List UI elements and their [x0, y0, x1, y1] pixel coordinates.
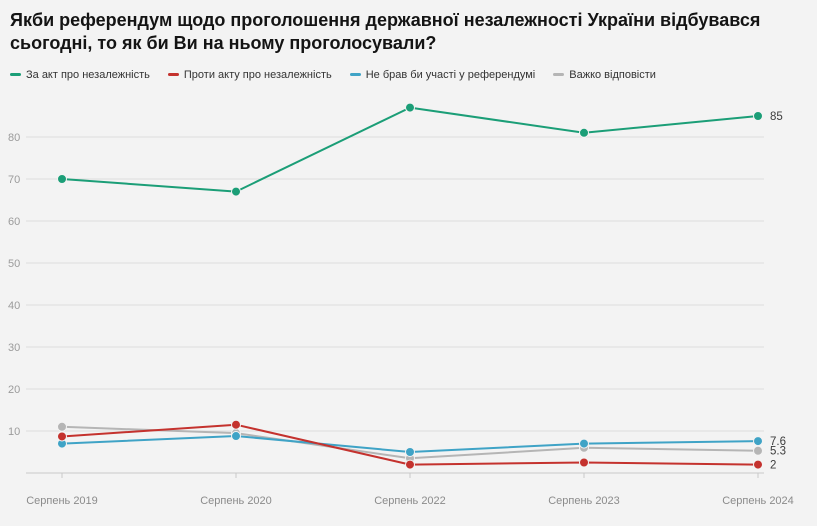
chart-title: Якби референдум щодо проголошення держав…: [10, 10, 761, 54]
y-tick-label: 30: [8, 342, 20, 354]
legend-label: Важко відповісти: [569, 68, 656, 81]
data-point: [231, 186, 241, 197]
data-point: [57, 173, 67, 184]
legend-swatch: [553, 73, 565, 77]
legend-swatch: [10, 73, 21, 77]
legend-swatch: [349, 73, 361, 77]
end-label: 5.3: [770, 446, 786, 458]
y-tick-label: 50: [8, 258, 20, 270]
legend-item: За акт про незалежність: [10, 69, 150, 81]
y-tick-label: 20: [8, 384, 20, 396]
x-tick-label: Серпень 2022: [374, 495, 446, 507]
end-label: 2: [770, 459, 776, 471]
y-tick-label: 80: [8, 132, 20, 144]
legend-swatch: [167, 73, 179, 77]
line-chart: 10 20 30 40 50 60 70 80 Серпень 2019 Серпень 2020…: [8, 102, 794, 507]
data-point: [753, 435, 763, 446]
data-point: [753, 445, 763, 456]
chart-legend: За акт про незалежність Проти акту про не…: [0, 56, 817, 81]
legend-item: Не брав би участі у референдумі: [349, 68, 536, 81]
data-point: [231, 430, 241, 441]
data-point: [405, 459, 415, 470]
y-tick-label: 70: [8, 174, 20, 186]
data-point: [579, 127, 589, 138]
end-label: 7.6: [770, 436, 786, 448]
legend-label: Проти акту про незалежність: [183, 68, 332, 81]
legend-item: Важко відповісти: [553, 69, 656, 81]
x-tick-label: Серпень 2023: [548, 495, 620, 507]
x-tick-label: Серпень 2024: [722, 495, 794, 507]
x-tick-label: Серпень 2020: [200, 495, 272, 507]
data-point: [753, 459, 763, 470]
data-point: [57, 431, 67, 442]
data-point: [579, 457, 589, 468]
data-point: [753, 110, 763, 121]
legend-label: За акт про незалежність: [26, 68, 150, 81]
data-point: [579, 438, 589, 449]
data-point: [57, 421, 67, 432]
legend-label: Не брав би участі у референдумі: [365, 68, 536, 81]
data-point: [231, 419, 241, 430]
data-point: [405, 446, 415, 457]
data-point: [405, 102, 415, 113]
y-tick-label: 60: [8, 216, 20, 228]
y-tick-label: 10: [8, 426, 20, 438]
x-tick-label: Серпень 2019: [26, 495, 98, 507]
end-label: 85: [770, 111, 783, 123]
legend-item: Проти акту про незалежність: [167, 68, 332, 81]
y-tick-label: 40: [8, 300, 20, 312]
